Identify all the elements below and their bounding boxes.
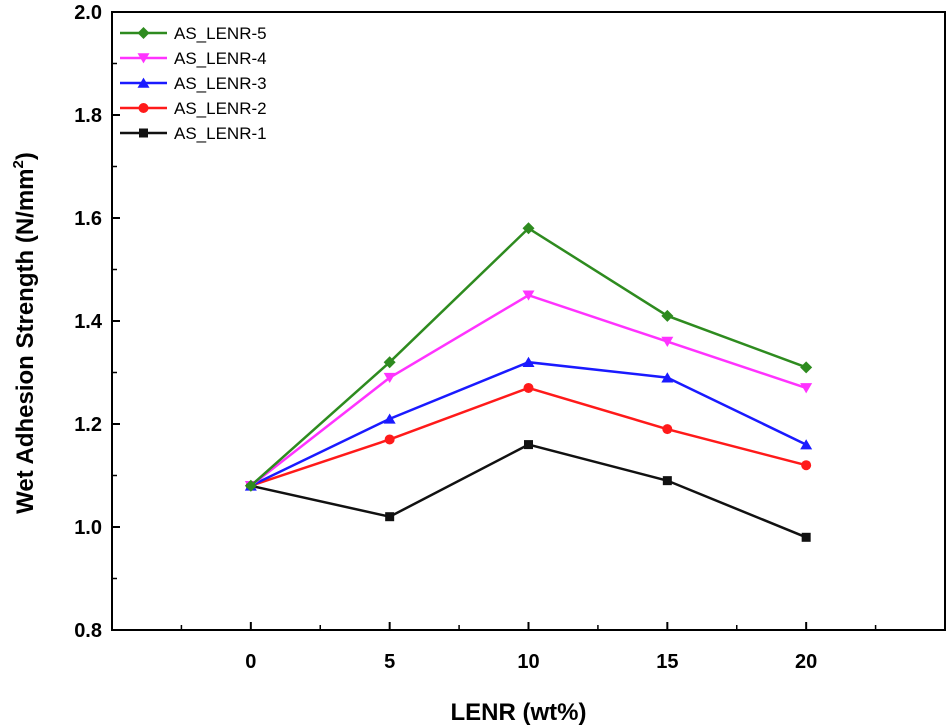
data-point-marker	[383, 356, 396, 369]
y-axis: 0.8 1.0 1.2 1.4 1.6 1.8 2.0	[74, 2, 120, 642]
y-tick-label: 1.2	[74, 414, 102, 436]
x-axis: 0 5 10 15 20	[180, 622, 877, 673]
data-point-marker	[662, 424, 673, 435]
y-axis-title: Wet Adhesion Strength (N/mm2)	[10, 152, 39, 514]
y-tick-label: 1.4	[74, 311, 103, 333]
data-point-marker	[383, 372, 396, 384]
data-point-marker	[522, 356, 535, 367]
legend: AS_LENR-5 AS_LENR-4 AS_LENR-3 AS_LENR-2 AS_L…	[120, 24, 267, 143]
series-layer	[244, 222, 813, 542]
data-point-marker	[661, 372, 674, 383]
data-point-marker	[138, 103, 149, 113]
legend-item: AS_LENR-4	[120, 49, 267, 68]
data-point-marker	[384, 434, 395, 445]
data-point-marker	[522, 222, 535, 235]
data-point-marker	[139, 128, 148, 138]
x-tick-label: 20	[795, 651, 817, 673]
data-point-marker	[524, 440, 533, 450]
data-point-marker	[137, 53, 150, 64]
series-as-lenr-2	[245, 382, 812, 491]
data-point-marker	[383, 413, 396, 424]
x-tick-label: 10	[517, 651, 539, 673]
data-point-marker	[661, 336, 674, 347]
legend-label: AS_LENR-1	[174, 124, 267, 143]
data-point-marker	[801, 460, 812, 471]
data-point-marker	[801, 532, 811, 542]
legend-item: AS_LENR-1	[120, 124, 267, 143]
data-point-marker	[137, 77, 150, 88]
x-axis-title: LENR (wt%)	[451, 699, 587, 726]
y-axis-title-superscript: 2	[10, 160, 27, 168]
legend-item: AS_LENR-2	[120, 99, 267, 118]
data-point-marker	[800, 383, 813, 394]
y-tick-label: 1.6	[74, 208, 102, 230]
data-point-marker	[800, 361, 813, 374]
y-tick-label: 1.0	[74, 517, 102, 539]
x-tick-label: 15	[656, 651, 678, 673]
series-line	[250, 360, 807, 487]
legend-label: AS_LENR-4	[174, 49, 267, 68]
data-point-marker	[800, 439, 813, 450]
y-tick-label: 0.8	[74, 620, 102, 642]
series-as-lenr-1	[246, 440, 811, 542]
series-line	[250, 386, 807, 487]
y-tick-label: 1.8	[74, 105, 102, 127]
series-as-lenr-5	[244, 222, 813, 492]
data-point-marker	[522, 290, 535, 301]
legend-item: AS_LENR-3	[120, 74, 267, 93]
x-tick-label: 0	[245, 651, 256, 673]
y-axis-title-end: )	[12, 152, 39, 160]
legend-item: AS_LENR-5	[120, 24, 267, 43]
series-as-lenr-3	[244, 356, 813, 491]
legend-label: AS_LENR-5	[174, 24, 267, 43]
data-point-marker	[385, 512, 395, 522]
legend-label: AS_LENR-3	[174, 74, 267, 93]
data-point-marker	[137, 27, 150, 39]
y-axis-title-main: Wet Adhesion Strength (N/mm	[12, 169, 39, 514]
data-point-marker	[662, 476, 672, 486]
data-point-marker	[661, 309, 674, 322]
x-tick-label: 5	[384, 651, 395, 673]
data-point-marker	[244, 479, 257, 492]
y-tick-label: 2.0	[74, 2, 102, 24]
data-point-marker	[523, 382, 534, 393]
legend-label: AS_LENR-2	[174, 99, 267, 118]
